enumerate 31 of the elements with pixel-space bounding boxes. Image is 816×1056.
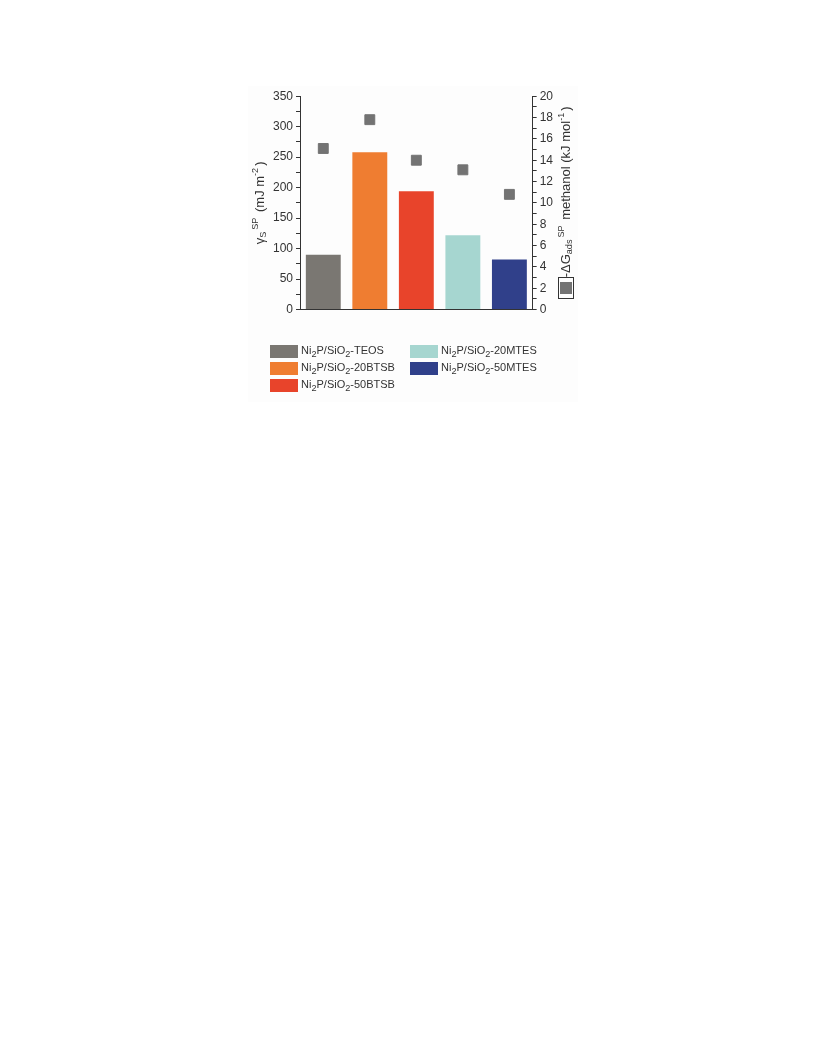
y2-tick-label: 10 [539, 195, 554, 210]
point [410, 154, 422, 166]
legend-label: Ni$_{2}$P/SiO$_{2}$-20MTES [441, 344, 537, 360]
y-tick-label: 200 [272, 179, 294, 194]
y2-tick-label: 16 [539, 131, 554, 146]
y2-tick-label: 8 [539, 216, 547, 231]
y2-tick-label: 4 [539, 259, 547, 274]
y-tick-label: 300 [272, 119, 294, 133]
legend-label: Ni$_{2}$P/SiO$_{2}$-20BTSB [301, 361, 395, 377]
legend-label: Ni$_{2}$P/SiO$_{2}$-50MTES [441, 361, 537, 377]
y2-tick-label: 18 [539, 109, 554, 124]
point [457, 164, 469, 176]
y-tick-label: 150 [272, 210, 294, 225]
point [364, 114, 376, 126]
y2-tick-label: 6 [539, 237, 547, 252]
y-axis-title: γSSP (mJ m-2) [249, 161, 269, 245]
y-tick-label: 250 [272, 149, 294, 164]
y2-tick-label: 14 [539, 152, 554, 167]
legend-label: Ni$_{2}$P/SiO$_{2}$-50BTSB [301, 378, 395, 394]
y2-tick-label: 2 [539, 280, 547, 295]
y-tick-label: 0 [286, 301, 294, 316]
y2-tick-label: 0 [539, 301, 547, 316]
y-tick-label: 100 [272, 240, 294, 255]
y2-tick-label: 12 [539, 173, 554, 188]
y2-tick-label: 20 [539, 88, 554, 103]
point [317, 143, 329, 154]
y2-axis-title: -ΔGadsSP methanol (kJ mol-1) [555, 106, 575, 278]
y-tick-label: 350 [272, 88, 294, 103]
y-tick-label: 50 [279, 271, 294, 286]
legend-label: Ni$_{2}$P/SiO$_{2}$-TEOS [301, 344, 384, 360]
point [503, 188, 515, 200]
